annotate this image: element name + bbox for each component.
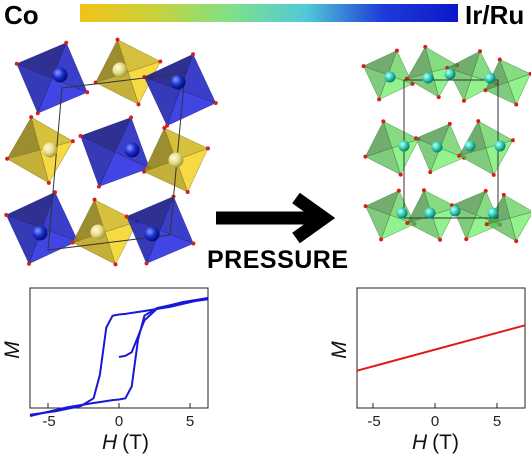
octahedron [4,190,80,266]
metal-atom [484,72,496,84]
metal-atom [422,72,434,84]
left-xlabel: H (T) [102,431,149,454]
series-line [356,324,526,372]
metal-atom [170,74,186,90]
octahedron [14,40,90,116]
octahedron [5,115,75,185]
tick-label: -5 [42,413,55,430]
metal-atom [449,205,461,217]
metal-atom [464,140,476,152]
virgin-curve [118,297,209,358]
metal-atom [32,225,48,241]
colorbar [80,4,458,22]
tick-label: 0 [431,413,439,430]
right-xlabel: H (T) [412,431,459,454]
metal-atom [124,142,140,158]
metal-atom [42,142,58,158]
tick-label: -5 [367,413,380,430]
left-ylabel: M [1,341,24,359]
right-plot-xticks: -5 0 5 [367,403,501,430]
left-plot-xticks: -5 0 5 [42,403,194,430]
metal-atom [112,62,128,78]
unit-cell [403,79,499,219]
right-ylabel: M [328,341,351,359]
metal-atom [168,152,184,168]
tick-label: 5 [493,413,501,430]
octahedron [457,119,515,177]
metal-atom [396,207,408,219]
metal-atom [398,140,410,152]
octahedron [142,126,210,194]
metal-atom [431,141,443,153]
colorbar-left-label: Co [4,0,39,30]
tick-label: 5 [186,413,194,430]
metal-atom [384,71,396,83]
metal-atom [90,224,106,240]
metal-atom [424,207,436,219]
metal-atom [487,207,499,219]
ambient-structure [4,37,218,267]
hysteresis-upper-branch [29,297,209,416]
left-mh-curve [29,297,209,417]
octahedron [78,115,152,189]
unit-cell [47,72,186,251]
tick-label: 0 [115,413,123,430]
high-pressure-structure [361,44,531,244]
pressure-arrow [216,192,336,244]
octahedron [363,119,421,177]
octahedron [483,57,531,107]
pressure-label: PRESSURE [207,246,349,274]
octahedron [484,192,531,244]
metal-atom [494,140,506,152]
metal-atom [444,68,456,80]
octahedron [124,194,196,266]
colorbar-right-label: Ir/Ru [465,0,525,30]
metal-atom [144,226,160,242]
octahedron [93,37,163,107]
right-mh-curve [356,324,526,372]
metal-atom [52,67,68,83]
left-plot-frame [29,287,209,409]
octahedron [363,188,417,242]
